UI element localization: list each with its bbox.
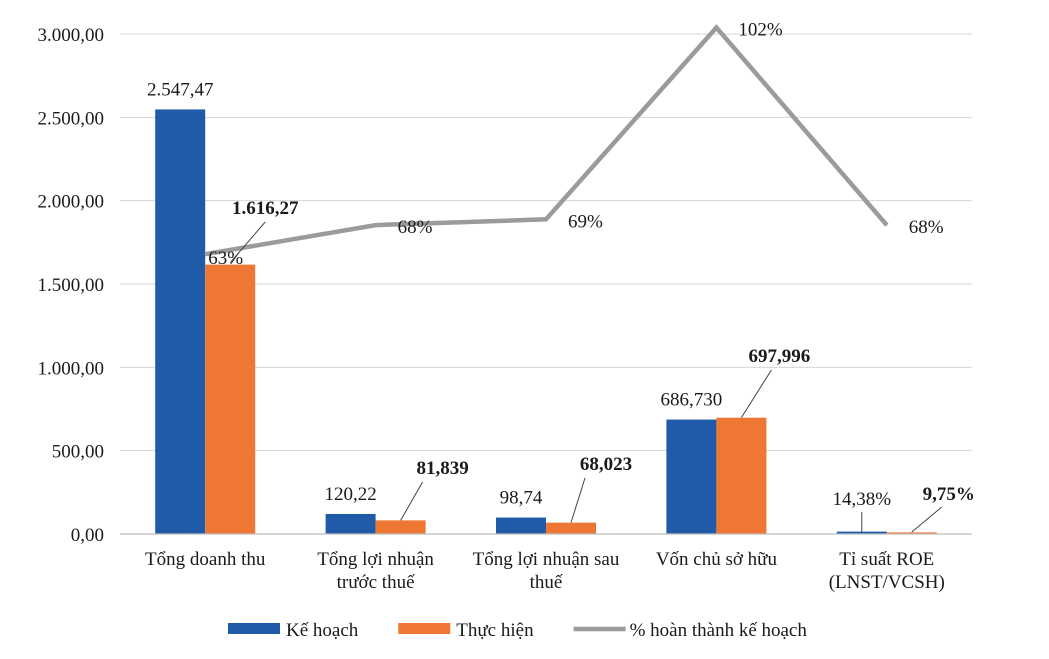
category-label: Tổng lợi nhuận sau	[473, 549, 620, 570]
legend-label: % hoàn thành kế hoạch	[630, 620, 808, 641]
bar-label-thuc-hien: 9,75%	[923, 484, 975, 505]
bars	[155, 109, 937, 535]
line-label: 68%	[398, 217, 433, 238]
bar-label-thuc-hien: 81,839	[416, 458, 468, 479]
category-label: thuế	[530, 572, 563, 593]
bar-ke-hoach	[496, 517, 546, 534]
line-point	[886, 224, 888, 226]
category-label: (LNST/VCSH)	[829, 572, 945, 593]
y-tick-label: 1.000,00	[38, 358, 105, 379]
completion-line-path	[204, 24, 889, 257]
category-label: trước thuế	[337, 572, 415, 593]
label-leader	[570, 477, 586, 523]
y-tick-label: 500,00	[52, 442, 104, 463]
y-tick-label: 2.000,00	[38, 192, 105, 213]
label-leader	[229, 221, 266, 263]
line-point	[545, 218, 547, 220]
bar-thuc-hien	[546, 522, 596, 534]
category-label: Vốn chủ sở hữu	[656, 549, 778, 570]
legend-swatch	[398, 623, 451, 634]
y-tick-label: 2.500,00	[38, 108, 105, 129]
bar-label-thuc-hien: 1.616,27	[232, 198, 299, 219]
bar-thuc-hien	[886, 532, 937, 534]
label-leader	[400, 481, 424, 521]
bar-label-ke-hoach: 98,74	[500, 488, 543, 509]
line-label: 63%	[208, 248, 243, 269]
legend-label: Thực hiện	[456, 620, 534, 641]
label-leader	[740, 369, 772, 418]
bar-label-ke-hoach: 686,730	[661, 390, 723, 411]
y-tick-label: 1.500,00	[38, 275, 105, 296]
bar-ke-hoach	[325, 513, 376, 534]
line-point	[375, 224, 377, 226]
legend-label: Kế hoạch	[286, 620, 359, 641]
bar-label-ke-hoach: 2.547,47	[147, 79, 214, 100]
y-tick-label: 3.000,00	[38, 25, 105, 46]
bar-thuc-hien	[375, 520, 426, 534]
category-label: Tỉ suất ROE	[839, 549, 934, 570]
label-leader	[911, 506, 943, 533]
bar-ke-hoach	[666, 419, 717, 534]
data-labels: 63% 68% 69% 102% 68% 2.547,47 120,22 98,74 686,7…	[147, 20, 975, 533]
bar-thuc-hien	[205, 264, 256, 534]
y-tick-label: 0,00	[71, 525, 104, 546]
gridlines	[120, 33, 972, 452]
category-label: Tổng lợi nhuận	[317, 549, 434, 570]
completion-line	[204, 24, 889, 257]
line-label: 68%	[909, 217, 944, 238]
bar-ke-hoach	[155, 109, 206, 535]
legend-swatch	[228, 623, 280, 634]
bar-ke-hoach	[836, 531, 887, 534]
category-label: Tổng doanh thu	[145, 549, 266, 570]
bar-label-ke-hoach: 14,38%	[833, 489, 892, 510]
bar-label-thuc-hien: 68,023	[580, 454, 632, 475]
line-point	[715, 27, 717, 29]
bar-label-thuc-hien: 697,996	[749, 346, 811, 367]
legend: Kế hoạch Thực hiện % hoàn thành kế hoạch	[228, 620, 807, 641]
y-axis: 0,00 500,00 1.000,00 1.500,00 2.000,00 2.500,…	[38, 25, 105, 546]
line-point	[204, 253, 206, 255]
bar-thuc-hien	[716, 417, 767, 534]
line-label: 102%	[738, 20, 783, 41]
line-label: 69%	[568, 211, 603, 232]
bar-label-ke-hoach: 120,22	[324, 484, 376, 505]
